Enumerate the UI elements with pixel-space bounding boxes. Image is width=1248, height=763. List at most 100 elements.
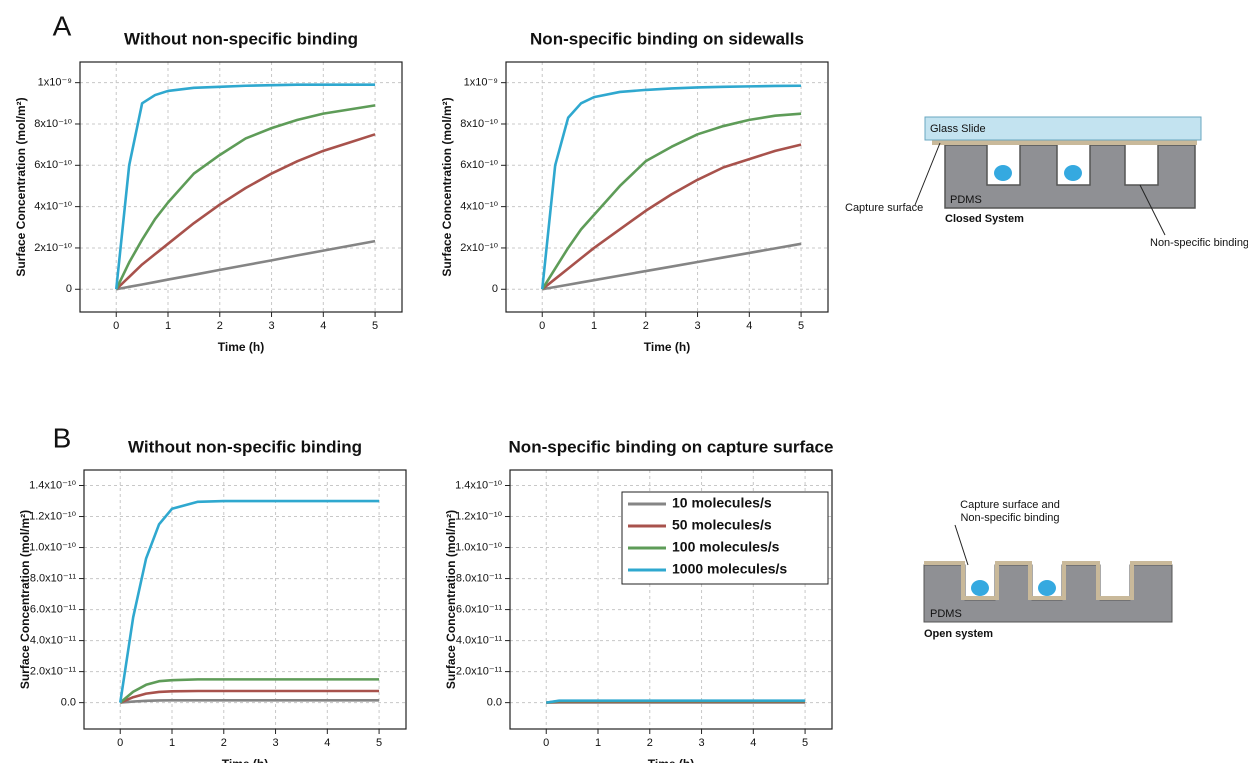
x-tick-label: 2 xyxy=(647,737,653,749)
y-tick-label: 8.0x10⁻¹¹ xyxy=(456,572,502,584)
series-line xyxy=(120,699,380,704)
diagram-label: Non-specific binding xyxy=(960,512,1059,524)
glass-slide xyxy=(924,116,1202,141)
y-tick-label: 4.0x10⁻¹¹ xyxy=(30,635,76,647)
y-tick-label: 2.0x10⁻¹¹ xyxy=(456,666,502,678)
series-line xyxy=(119,678,380,704)
x-tick-label: 3 xyxy=(698,737,704,749)
open-system-diagram: Capture surface and Non-specific binding… xyxy=(923,499,1173,640)
x-tick-label: 1 xyxy=(165,320,171,332)
x-tick-label: 4 xyxy=(750,737,756,749)
x-tick-label: 1 xyxy=(169,737,175,749)
legend-box xyxy=(621,491,829,585)
y-tick-label: 6x10⁻¹⁰ xyxy=(460,159,498,171)
y-tick-label: 0 xyxy=(66,283,72,295)
x-tick-label: 5 xyxy=(372,320,378,332)
panel-letter: A xyxy=(53,10,72,41)
y-tick-label: 0.0 xyxy=(487,697,502,709)
plot-frame xyxy=(79,61,403,313)
x-tick-label: 5 xyxy=(802,737,808,749)
y-tick-label: 4x10⁻¹⁰ xyxy=(34,201,72,213)
cell xyxy=(1064,165,1082,181)
x-tick-label: 5 xyxy=(798,320,804,332)
series-line xyxy=(540,84,802,290)
series-line xyxy=(542,242,802,291)
y-tick-label: 1.0x10⁻¹⁰ xyxy=(455,541,502,553)
plot-frame xyxy=(509,469,833,730)
y-tick-label: 1.4x10⁻¹⁰ xyxy=(29,479,76,491)
legend-label: 100 molecules/s xyxy=(672,539,780,555)
y-tick-label: 8x10⁻¹⁰ xyxy=(460,118,498,130)
diagram-label: PDMS xyxy=(930,608,962,620)
closed-system-diagram: Glass Slide PDMS Capture surface Closed … xyxy=(845,116,1248,249)
x-axis-label: Time (h) xyxy=(644,340,690,354)
x-tick-label: 0 xyxy=(117,737,123,749)
y-tick-label: 1x10⁻⁹ xyxy=(38,77,72,89)
series-line xyxy=(541,112,802,290)
x-tick-label: 3 xyxy=(268,320,274,332)
x-axis-label: Time (h) xyxy=(648,757,694,763)
diagram-label: Non-specific binding xyxy=(1150,237,1248,249)
series-line xyxy=(541,143,802,291)
y-tick-label: 1.2x10⁻¹⁰ xyxy=(29,510,76,522)
plot-area xyxy=(506,62,828,312)
plot-frame xyxy=(505,61,829,313)
panel-letter: B xyxy=(53,422,72,453)
x-axis-label: Time (h) xyxy=(218,340,264,354)
pointer xyxy=(954,524,969,566)
y-tick-label: 0.0 xyxy=(61,697,76,709)
series-line xyxy=(115,133,376,291)
chart-title: Non-specific binding on sidewalls xyxy=(530,29,804,48)
y-axis-label: Surface Concentration (mol/m²) xyxy=(14,97,28,276)
pointer xyxy=(1139,184,1166,236)
plot: 0.0 2.0x10⁻¹¹ 4.0x10⁻¹¹ 6.0x10⁻¹¹ 8.0x10⁻¹¹ 1… xyxy=(444,437,833,763)
series-line xyxy=(119,689,380,704)
y-tick-label: 2.0x10⁻¹¹ xyxy=(30,666,76,678)
legend-label: 1000 molecules/s xyxy=(672,561,787,577)
x-tick-label: 3 xyxy=(272,737,278,749)
plot-frame xyxy=(83,469,407,730)
cell xyxy=(1038,580,1056,596)
legend-label: 50 molecules/s xyxy=(672,517,772,533)
y-tick-label: 4.0x10⁻¹¹ xyxy=(456,635,502,647)
diagram-label: Capture surface and xyxy=(960,499,1060,511)
diagram-label: PDMS xyxy=(950,194,982,206)
series-line xyxy=(115,104,376,290)
x-tick-label: 0 xyxy=(543,737,549,749)
diagram-label: Capture surface xyxy=(845,202,923,214)
x-tick-label: 1 xyxy=(595,737,601,749)
x-tick-label: 2 xyxy=(643,320,649,332)
y-axis-label: Surface Concentration (mol/m²) xyxy=(440,97,454,276)
y-tick-label: 1.4x10⁻¹⁰ xyxy=(455,479,502,491)
plot: 0 2x10⁻¹⁰ 4x10⁻¹⁰ 6x10⁻¹⁰ 8x10⁻¹⁰ 1x10⁻⁹ 0 1 2 3 4… xyxy=(440,29,829,354)
plot: 0.0 2.0x10⁻¹¹ 4.0x10⁻¹¹ 6.0x10⁻¹¹ 8.0x10⁻¹¹ 1… xyxy=(18,437,407,763)
y-axis-label: Surface Concentration (mol/m²) xyxy=(18,510,32,689)
x-tick-label: 1 xyxy=(591,320,597,332)
cell xyxy=(971,580,989,596)
diagram-caption: Open system xyxy=(924,628,993,640)
x-tick-label: 0 xyxy=(539,320,545,332)
x-tick-label: 5 xyxy=(376,737,382,749)
x-tick-label: 4 xyxy=(324,737,330,749)
diagram-caption: Closed System xyxy=(945,213,1024,225)
series-line xyxy=(114,83,376,290)
capture-layer xyxy=(932,140,1197,145)
y-axis-label: Surface Concentration (mol/m²) xyxy=(444,510,458,689)
plot-area xyxy=(80,62,402,312)
y-tick-label: 6.0x10⁻¹¹ xyxy=(456,603,502,615)
series-line xyxy=(115,239,376,291)
x-tick-label: 0 xyxy=(113,320,119,332)
chart-title: Without non-specific binding xyxy=(128,437,362,456)
chart-title: Without non-specific binding xyxy=(124,29,358,48)
capture-layer xyxy=(924,561,1172,600)
y-tick-label: 8x10⁻¹⁰ xyxy=(34,118,72,130)
legend: 10 molecules/s 50 molecules/s 100 molecule… xyxy=(621,491,829,585)
pointer xyxy=(914,142,941,206)
y-tick-label: 1x10⁻⁹ xyxy=(464,77,498,89)
diagram-label: Glass Slide xyxy=(930,123,986,135)
chart-title: Non-specific binding on capture surface xyxy=(509,437,834,456)
x-tick-label: 4 xyxy=(320,320,326,332)
x-tick-label: 3 xyxy=(694,320,700,332)
